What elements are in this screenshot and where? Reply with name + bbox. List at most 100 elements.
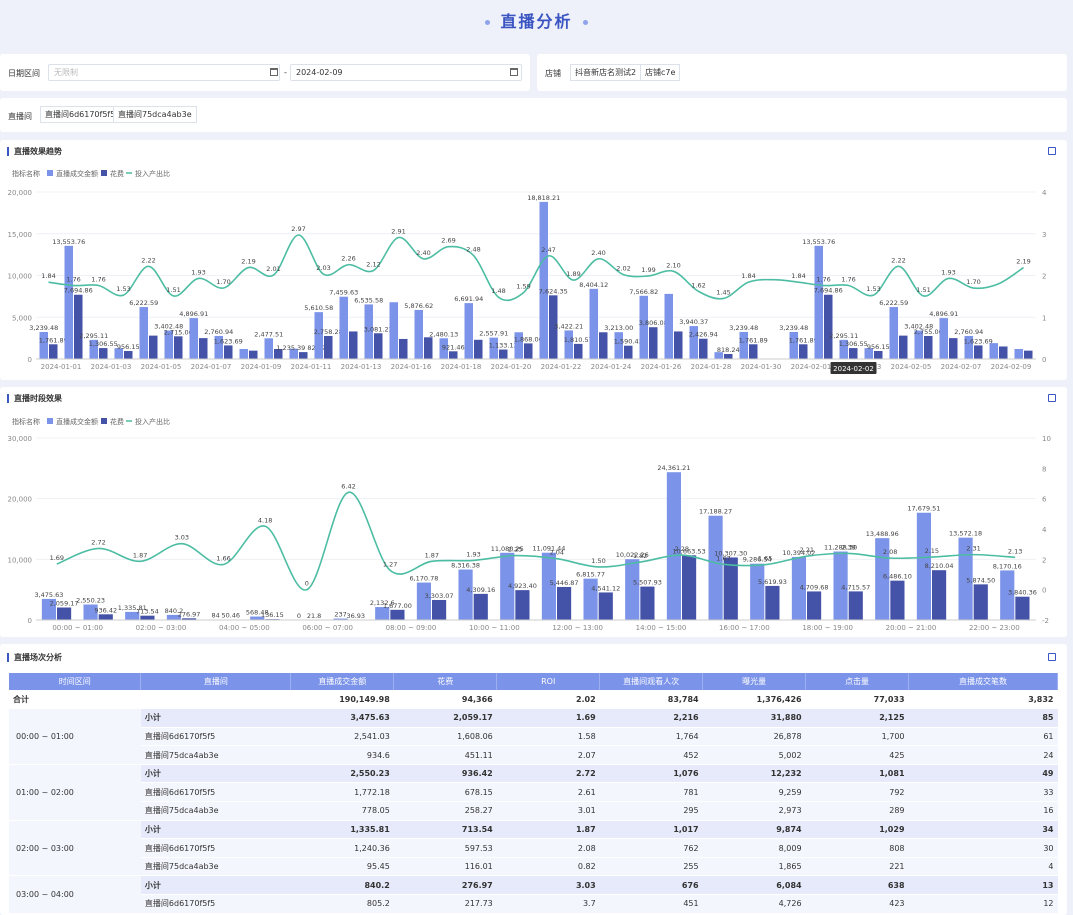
cell: 2,125 [805, 708, 909, 728]
bar-gmv [839, 339, 848, 359]
cell: 190,149.98 [290, 690, 394, 710]
data-label-cost: 4,923.40 [508, 582, 537, 590]
interval-cell: 02:00 ~ 03:00 [9, 820, 141, 877]
data-label-cost: 1,590.43 [614, 338, 643, 346]
data-label-gmv: 18,818.21 [527, 194, 560, 202]
bar-gmv [791, 556, 806, 620]
data-label-roi: 1.50 [591, 557, 605, 565]
bar-cost [390, 609, 405, 620]
x-tick-label: 14:00 ~ 15:00 [636, 624, 687, 632]
bar-cost [149, 335, 158, 359]
cell: 423 [805, 894, 909, 914]
calendar-icon[interactable] [270, 68, 278, 76]
data-label-gmv: 17,188.27 [699, 508, 732, 516]
x-tick-label: 2024-01-16 [391, 363, 432, 371]
room-cell: 直播间6d6170f5f5 [140, 894, 291, 914]
room-cell: 直播间6d6170f5f5 [140, 838, 291, 858]
y-tick-label: 5,000 [12, 314, 32, 322]
shop-tag[interactable]: 店铺c7e [640, 64, 681, 81]
data-label-roi: 2.10 [666, 261, 680, 269]
trend-chart: 指标名称 直播成交金额 花费 投入产出比 20,000 15,000 10,000 5,000… [8, 169, 1047, 374]
x-tick-label: 2024-01-05 [141, 363, 182, 371]
bar-gmv [989, 343, 998, 359]
data-label-cost: 136.15 [261, 611, 284, 619]
data-label-cost: 7,694.86 [64, 287, 93, 295]
cell: 1,376,426 [702, 690, 806, 710]
table-row: 00:00 ~ 01:00 小计 3,475.63 2,059.17 1.69 2,216… [9, 708, 1058, 765]
data-label-gmv: 11,080.25 [491, 545, 524, 553]
download-icon[interactable] [1048, 394, 1056, 402]
x-tick-label: 2024-02-01 [791, 363, 832, 371]
bar-gmv [916, 512, 931, 620]
column-header: 直播间 [140, 673, 292, 690]
bar-gmv [314, 312, 323, 359]
page-title: 直播分析 [0, 8, 1073, 32]
cell: 2,216 [599, 708, 703, 728]
cell [140, 690, 291, 710]
room-cell: 小计 [140, 764, 291, 784]
data-label-cost: 7,624.35 [539, 287, 568, 295]
cell: 83,784 [599, 690, 703, 710]
date-start-input[interactable]: 无限制 [48, 64, 280, 81]
x-tick-label: 2024-01-13 [341, 363, 382, 371]
data-label-gmv: 3,239.48 [729, 324, 758, 332]
data-label-roi: 2.19 [1016, 258, 1030, 266]
bar-cost [598, 592, 613, 620]
table-row: 03:00 ~ 04:00 小计 840.2 276.97 3.03 676 6,084 63… [9, 875, 1058, 914]
cell: 1,700 [805, 727, 909, 747]
data-label-gmv: 24,361.21 [657, 464, 690, 472]
calendar-icon[interactable] [510, 68, 518, 76]
data-label-roi: 2.13 [1008, 547, 1022, 555]
x-tick-label: 18:00 ~ 19:00 [802, 624, 853, 632]
bar-gmv [239, 348, 248, 359]
cell: 258.27 [393, 801, 497, 821]
cell: 2,973 [702, 801, 806, 821]
bar-gmv [166, 614, 181, 620]
date-end-input[interactable]: 2024-02-09 [290, 64, 522, 81]
bar-gmv [914, 330, 923, 359]
bar-cost [974, 345, 983, 359]
data-label-roi: 1.87 [425, 551, 439, 559]
total-label: 合计 [9, 690, 141, 710]
cell: 1,240.36 [290, 838, 394, 858]
download-icon[interactable] [1048, 147, 1056, 155]
bar-cost [899, 335, 908, 359]
data-label-gmv: 6,691.94 [454, 295, 483, 303]
cell: 1,076 [599, 764, 703, 784]
cell: 805.2 [290, 894, 394, 914]
cell: 13 [908, 875, 1058, 896]
cell: 2,550.23 [290, 764, 394, 784]
shop-tag[interactable]: 抖音新店名测试2 [570, 64, 642, 81]
legend-title: 指标名称 [12, 417, 40, 426]
room-tag[interactable]: 直播间6d6170f5f5 [40, 106, 121, 123]
y2-tick-label: 6 [1042, 496, 1047, 504]
cell: 1,029 [805, 820, 909, 840]
data-label-cost: 4,541.12 [591, 584, 620, 592]
data-label-gmv: 840.2 [165, 607, 184, 615]
cell: 1,335.81 [290, 820, 394, 840]
y2-tick-label: 8 [1042, 465, 1046, 473]
data-label-gmv: 13,553.76 [802, 238, 835, 246]
cell: 33 [908, 782, 1058, 803]
cell: 676 [599, 875, 703, 896]
legend-swatch-cost [101, 418, 107, 424]
download-icon[interactable] [1048, 653, 1056, 661]
cell: 1.58 [496, 727, 600, 747]
y-tick-label: 0 [28, 617, 32, 625]
bar-cost [999, 346, 1008, 359]
cell: 221 [805, 857, 909, 877]
tooltip-text: 2024-02-02 [833, 365, 874, 373]
data-label-roi: 2.47 [541, 246, 555, 254]
bar-gmv [939, 318, 948, 359]
cell: 8,009 [702, 838, 806, 858]
data-label-cost: 818.24 [717, 346, 740, 354]
column-header: 直播间观看人次 [599, 673, 704, 690]
cell: 762 [599, 838, 703, 858]
room-tag[interactable]: 直播间75dca4ab3e [113, 106, 197, 123]
bar-gmv [625, 559, 640, 620]
data-label-gmv: 2,295.11 [829, 332, 858, 340]
bar-gmv [375, 607, 390, 620]
bar-gmv [875, 538, 890, 620]
data-label-gmv: 8,170.16 [993, 562, 1022, 570]
cell: 2.61 [496, 782, 600, 803]
